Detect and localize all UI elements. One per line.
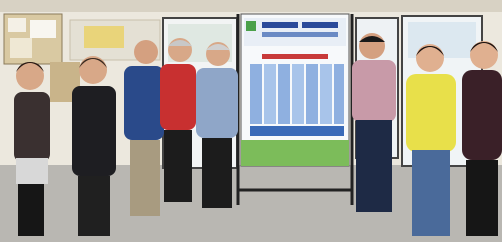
head <box>470 41 498 69</box>
jeans <box>412 150 450 236</box>
pants <box>164 130 192 202</box>
ceiling-edge <box>0 0 502 12</box>
pants <box>356 120 392 212</box>
grid-column <box>320 64 332 124</box>
poster-yellow <box>84 26 124 48</box>
poster-title-text <box>302 22 338 28</box>
poster-title-text <box>262 32 338 37</box>
person <box>124 40 164 216</box>
notice <box>8 18 26 32</box>
head <box>79 56 107 84</box>
pants <box>466 160 498 236</box>
notice <box>10 38 32 58</box>
skirt <box>16 158 48 184</box>
head <box>416 44 444 72</box>
pants <box>130 140 160 216</box>
pants <box>18 184 44 236</box>
grid-column <box>250 64 262 124</box>
poster-subtitle <box>262 54 328 59</box>
logo <box>246 21 256 31</box>
jacket <box>160 64 196 130</box>
poster-title-text <box>262 22 298 28</box>
jacket <box>72 86 116 176</box>
photo <box>0 0 502 242</box>
pants <box>78 176 110 236</box>
shirt <box>406 74 456 152</box>
pants <box>202 138 232 208</box>
grid-column <box>334 64 344 124</box>
poster-grass <box>241 140 349 166</box>
shirt <box>462 70 502 160</box>
grid-footer <box>250 126 344 136</box>
notice <box>30 20 56 38</box>
jacket <box>124 66 164 140</box>
grid-column <box>278 64 290 124</box>
head <box>134 40 158 64</box>
grid-column <box>264 64 276 124</box>
page: (() => { const data = JSON.parse(documen… <box>0 0 502 242</box>
grid-column <box>306 64 318 124</box>
shirt <box>14 92 50 162</box>
vest <box>196 68 238 138</box>
grid-column <box>292 64 304 124</box>
shirt <box>352 60 396 122</box>
